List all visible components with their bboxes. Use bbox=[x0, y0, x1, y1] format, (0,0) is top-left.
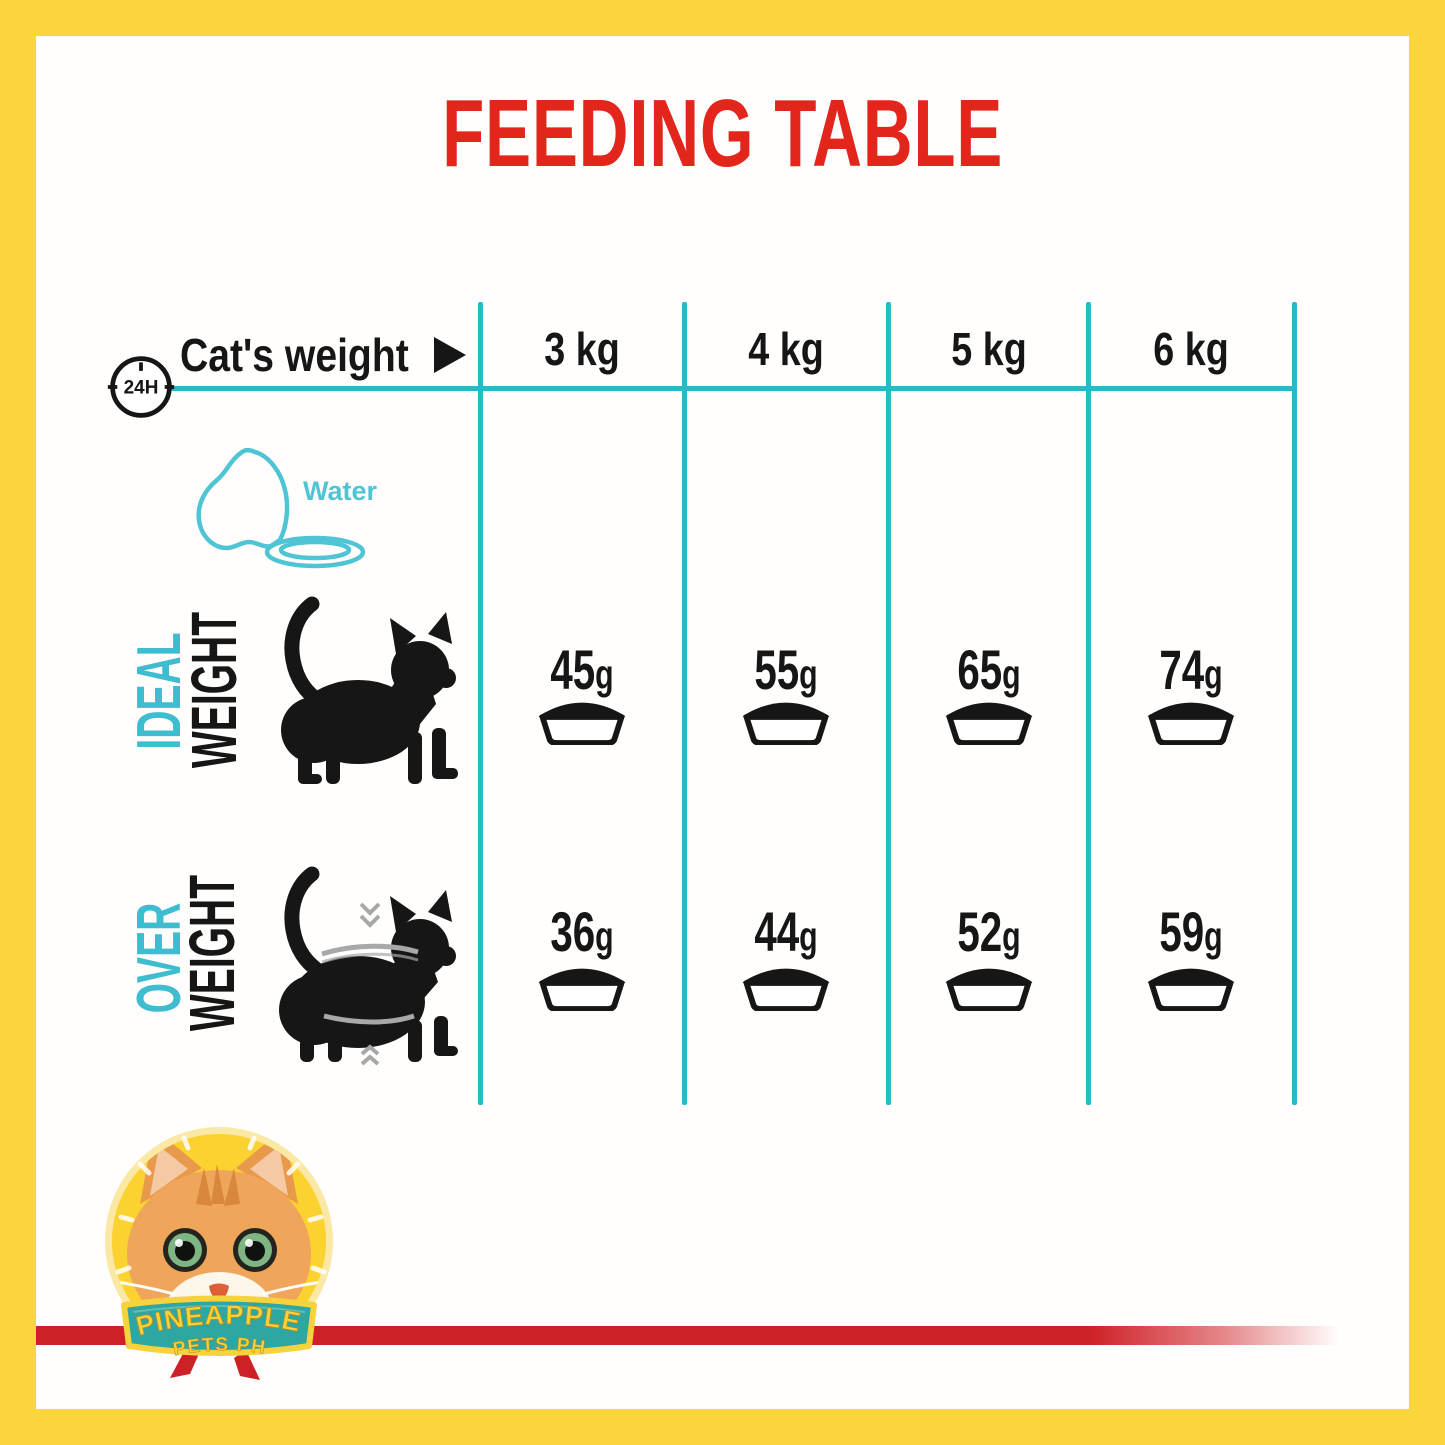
feeding-amount-ideal-3kg: 45g bbox=[550, 638, 614, 701]
col-header-4kg: 4 kg bbox=[748, 323, 824, 375]
bowl-icon bbox=[1138, 957, 1244, 1011]
grid-vline-2 bbox=[682, 302, 687, 1105]
bowl-icon bbox=[936, 957, 1042, 1011]
ideal-cat-icon bbox=[281, 596, 458, 784]
water-label: Water bbox=[303, 476, 378, 506]
overweight-cat-icon bbox=[279, 866, 458, 1066]
page-title-text: FEEDING TABLE bbox=[441, 80, 1004, 187]
feeding-amount-over-4kg: 44g bbox=[754, 900, 818, 963]
col-header-6kg: 6 kg bbox=[1153, 323, 1229, 375]
feeding-amount-over-6kg: 59g bbox=[1159, 900, 1223, 963]
24h-clock-icon: 24H bbox=[107, 356, 175, 418]
page-title: FEEDING TABLE bbox=[0, 86, 1445, 182]
grid-vline-5 bbox=[1292, 302, 1297, 1105]
logo-ray-dashes bbox=[115, 1135, 327, 1275]
bowl-icon bbox=[529, 691, 635, 745]
bowl-icon bbox=[733, 957, 839, 1011]
bowl-icon bbox=[936, 691, 1042, 745]
bowl-icon bbox=[733, 691, 839, 745]
water-icon bbox=[196, 447, 366, 569]
col-header-3kg: 3 kg bbox=[544, 323, 620, 375]
brand-badge bbox=[121, 1295, 317, 1356]
feeding-amount-ideal-4kg: 55g bbox=[754, 638, 818, 701]
grid-vline-1 bbox=[478, 302, 483, 1105]
red-stripe bbox=[36, 1326, 1352, 1345]
arrow-right-icon bbox=[434, 337, 466, 373]
cats-weight-label: Cat's weight bbox=[180, 329, 409, 381]
grid-vline-3 bbox=[886, 302, 891, 1105]
ribbon-right bbox=[234, 1350, 260, 1380]
logo-cat-face bbox=[114, 1134, 324, 1348]
feeding-amount-over-3kg: 36g bbox=[550, 900, 614, 963]
grid-hline bbox=[163, 386, 1297, 391]
col-header-5kg: 5 kg bbox=[951, 323, 1027, 375]
ribbon-left bbox=[170, 1348, 198, 1378]
grid-vline-4 bbox=[1086, 302, 1091, 1105]
bowl-icon bbox=[1138, 691, 1244, 745]
bowl-icon bbox=[529, 957, 635, 1011]
feeding-amount-over-5kg: 52g bbox=[957, 900, 1021, 963]
24h-label: 24H bbox=[124, 378, 159, 399]
feeding-amount-ideal-5kg: 65g bbox=[957, 638, 1021, 701]
shop-logo: PINEAPPLE PETS PH bbox=[105, 1127, 333, 1380]
feeding-amount-ideal-6kg: 74g bbox=[1159, 638, 1223, 701]
